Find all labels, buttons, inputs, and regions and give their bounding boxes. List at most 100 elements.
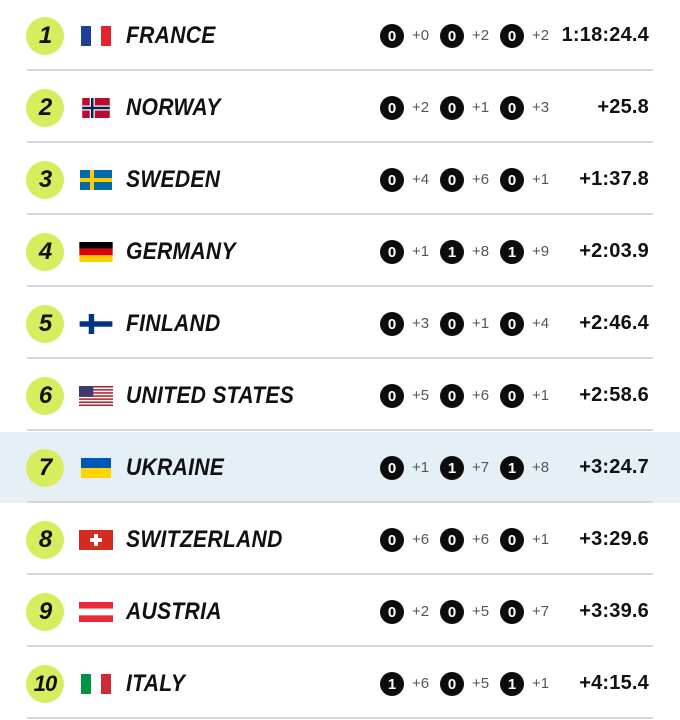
italy-flag-icon [79,674,113,694]
result-time: +3:29.6 [579,528,649,550]
switzerland-flag-icon [79,530,113,550]
misses-count: 0 [380,384,404,408]
penalty-value: +6 [472,531,490,548]
rank-badge: 10 [26,665,64,703]
misses-count: 0 [500,312,524,336]
penalty-value: +3 [532,99,550,116]
result-row[interactable]: 9 AUSTRIA 0 +2 0 +5 0 +7 +3:39.6 [0,576,680,647]
misses-count: 0 [380,168,404,192]
row-divider [27,213,653,215]
penalty-value: +4 [412,171,430,188]
misses-count: 1 [500,240,524,264]
misses-count: 1 [380,672,404,696]
result-time: +2:58.6 [579,384,649,406]
misses-count: 0 [380,312,404,336]
result-row[interactable]: 6 UNITED STATES 0 +5 0 +6 0 +1 [0,360,680,431]
norway-flag-icon [79,98,113,118]
misses-count: 1 [500,672,524,696]
misses-count: 0 [380,240,404,264]
misses-count: 0 [500,600,524,624]
penalty-value: +5 [472,603,490,620]
rank-badge: 3 [26,161,64,199]
rank-badge: 5 [26,305,64,343]
misses-count: 0 [500,168,524,192]
misses-count: 0 [440,384,464,408]
penalty-value: +2 [412,603,430,620]
rank-badge: 1 [26,17,64,55]
penalty-value: +7 [532,603,550,620]
penalty-value: +6 [412,675,430,692]
austria-flag-icon [79,602,113,622]
penalty-value: +1 [472,99,490,116]
misses-count: 0 [500,384,524,408]
result-row-highlighted[interactable]: 7 UKRAINE 0 +1 1 +7 1 +8 +3:24.7 [0,432,680,503]
result-time: +2:46.4 [579,312,649,334]
rank-badge: 9 [26,593,64,631]
country-name: FRANCE [126,22,216,49]
finland-flag-icon [79,314,113,334]
penalty-value: +6 [472,171,490,188]
row-divider [27,573,653,575]
penalty-value: +9 [532,243,550,260]
result-row[interactable]: 10 ITALY 1 +6 0 +5 1 +1 +4:15.4 [0,648,680,719]
rank-badge: 2 [26,89,64,127]
row-divider [27,717,653,719]
penalty-value: +8 [472,243,490,260]
misses-count: 1 [500,456,524,480]
misses-count: 0 [380,24,404,48]
row-divider [27,69,653,71]
result-row[interactable]: 5 FINLAND 0 +3 0 +1 0 +4 +2:46.4 [0,288,680,359]
penalty-value: +1 [532,171,550,188]
misses-count: 0 [440,672,464,696]
country-name: ITALY [126,670,186,697]
penalty-value: +1 [532,531,550,548]
rank-badge: 8 [26,521,64,559]
misses-count: 0 [500,528,524,552]
result-time: +3:39.6 [579,600,649,622]
result-row[interactable]: 2 NORWAY 0 +2 0 +1 0 +3 +25.8 [0,72,680,143]
result-row[interactable]: 4 GERMANY 0 +1 1 +8 1 +9 +2:03.9 [0,216,680,287]
result-row[interactable]: 1 FRANCE 0 +0 0 +2 0 +2 1:18:24.4 [0,0,680,71]
ukraine-flag-icon [79,458,113,478]
result-time: +4:15.4 [579,672,649,694]
misses-count: 0 [440,600,464,624]
row-divider [27,141,653,143]
penalty-value: +2 [472,27,490,44]
misses-count: 0 [440,24,464,48]
penalty-value: +2 [532,27,550,44]
row-divider [27,501,653,503]
penalty-value: +1 [412,243,430,260]
row-divider [27,645,653,647]
result-row[interactable]: 8 SWITZERLAND 0 +6 0 +6 0 +1 +3:29.6 [0,504,680,575]
result-row[interactable]: 3 SWEDEN 0 +4 0 +6 0 +1 +1:37.8 [0,144,680,215]
penalty-value: +1 [412,459,430,476]
misses-count: 0 [380,528,404,552]
penalty-value: +2 [412,99,430,116]
penalty-value: +3 [412,315,430,332]
misses-count: 0 [380,96,404,120]
result-time: 1:18:24.4 [561,24,649,46]
sweden-flag-icon [79,170,113,190]
penalty-value: +0 [412,27,430,44]
country-name: GERMANY [126,238,236,265]
misses-count: 1 [440,456,464,480]
misses-count: 0 [380,456,404,480]
rank-badge: 7 [26,449,64,487]
misses-count: 0 [440,528,464,552]
result-time: +1:37.8 [579,168,649,190]
rank-badge: 6 [26,377,64,415]
misses-count: 1 [440,240,464,264]
country-name: UNITED STATES [126,382,295,409]
penalty-value: +7 [472,459,490,476]
row-divider [27,357,653,359]
penalty-value: +1 [472,315,490,332]
country-name: UKRAINE [126,454,225,481]
rank-badge: 4 [26,233,64,271]
misses-count: 0 [500,96,524,120]
country-name: NORWAY [126,94,221,121]
misses-count: 0 [500,24,524,48]
country-name: AUSTRIA [126,598,222,625]
penalty-value: +6 [472,387,490,404]
result-time: +3:24.7 [579,456,649,478]
